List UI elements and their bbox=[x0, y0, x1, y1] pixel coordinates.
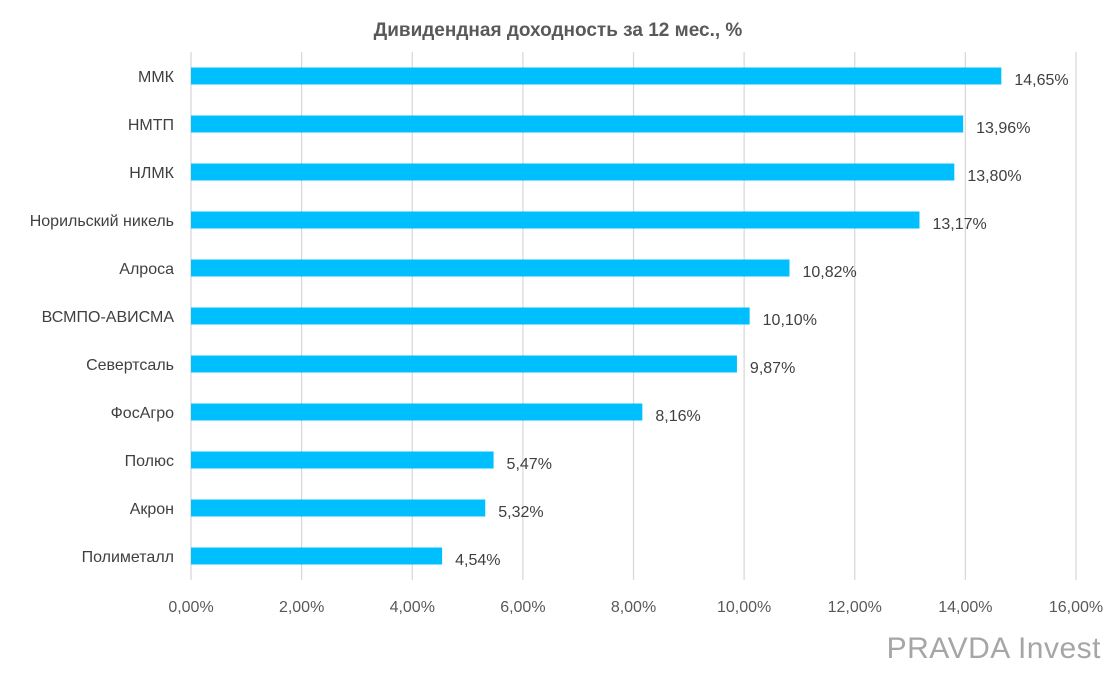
category-label: НЛМК bbox=[129, 165, 174, 182]
data-label: 14,65% bbox=[1014, 72, 1068, 89]
data-label: 5,32% bbox=[498, 504, 543, 521]
category-label: Севертсаль bbox=[86, 357, 174, 374]
watermark-text: PRAVDA Invest bbox=[887, 632, 1102, 665]
bar bbox=[191, 115, 964, 133]
bar bbox=[191, 259, 790, 277]
x-tick-label: 8,00% bbox=[611, 599, 656, 616]
bar bbox=[191, 547, 443, 565]
data-label: 13,17% bbox=[932, 216, 986, 233]
x-tick-label: 6,00% bbox=[500, 599, 545, 616]
x-tick-label: 0,00% bbox=[168, 599, 213, 616]
data-label: 4,54% bbox=[455, 552, 500, 569]
data-label: 9,87% bbox=[750, 360, 795, 377]
data-label: 5,47% bbox=[507, 456, 552, 473]
category-label: НМТП bbox=[128, 117, 174, 134]
x-tick-label: 2,00% bbox=[279, 599, 324, 616]
bar bbox=[191, 499, 486, 517]
x-tick-label: 12,00% bbox=[828, 599, 882, 616]
bar bbox=[191, 163, 955, 181]
bar bbox=[191, 403, 643, 421]
category-label: Полиметалл bbox=[82, 549, 174, 566]
data-labels: 14,65% 13,96% 13,80% 13,17% 10,82% 10,10% 9,87… bbox=[455, 72, 1068, 569]
bar bbox=[191, 355, 737, 373]
data-label: 13,80% bbox=[967, 168, 1021, 185]
data-label: 8,16% bbox=[655, 408, 700, 425]
category-labels: ММК НМТП НЛМК Норильский никель Алроса ВСМПО-… bbox=[30, 69, 175, 566]
category-label: Полюс bbox=[125, 453, 174, 470]
bar bbox=[191, 307, 750, 325]
x-axis-tick-labels: 0,00% 2,00% 4,00% 6,00% 8,00% 10,00% 12,00% 14,… bbox=[168, 599, 1103, 616]
x-tick-label: 14,00% bbox=[938, 599, 992, 616]
data-label: 13,96% bbox=[976, 120, 1030, 137]
x-tick-label: 4,00% bbox=[390, 599, 435, 616]
category-label: Алроса bbox=[119, 261, 174, 278]
data-label: 10,10% bbox=[763, 312, 817, 329]
category-label: ФосАгро bbox=[111, 405, 174, 422]
bar bbox=[191, 211, 920, 229]
category-label: Акрон bbox=[130, 501, 174, 518]
category-label: ВСМПО-АВИСМА bbox=[42, 309, 175, 326]
x-tick-label: 16,00% bbox=[1049, 599, 1103, 616]
bars bbox=[191, 67, 1002, 565]
data-label: 10,82% bbox=[802, 264, 856, 281]
bar bbox=[191, 451, 494, 469]
chart-title: Дивидендная доходность за 12 мес., % bbox=[374, 20, 743, 41]
x-tick-label: 10,00% bbox=[717, 599, 771, 616]
category-label: Норильский никель bbox=[30, 213, 174, 230]
category-label: ММК bbox=[138, 69, 175, 86]
bar bbox=[191, 67, 1002, 85]
